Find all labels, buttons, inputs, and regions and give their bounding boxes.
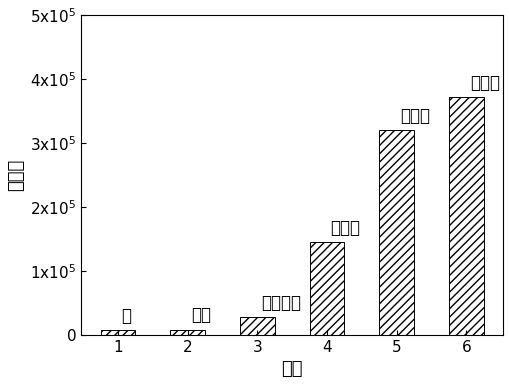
- Bar: [170, 330, 205, 335]
- Bar: [379, 130, 413, 335]
- Text: 二甲胺: 二甲胺: [330, 219, 360, 237]
- Bar: [100, 330, 135, 335]
- Text: 吵咀: 吵咀: [191, 306, 211, 325]
- Text: 无: 无: [121, 307, 131, 325]
- X-axis label: 胺类: 胺类: [281, 360, 302, 378]
- Bar: [448, 97, 483, 335]
- Bar: [309, 242, 344, 335]
- Text: 二正丁胺: 二正丁胺: [261, 294, 300, 311]
- Bar: [240, 317, 274, 335]
- Text: 异丁胺: 异丁胺: [469, 74, 499, 92]
- Text: 乙二胺: 乙二胺: [400, 107, 430, 125]
- Y-axis label: 峦面积: 峦面积: [7, 159, 25, 191]
